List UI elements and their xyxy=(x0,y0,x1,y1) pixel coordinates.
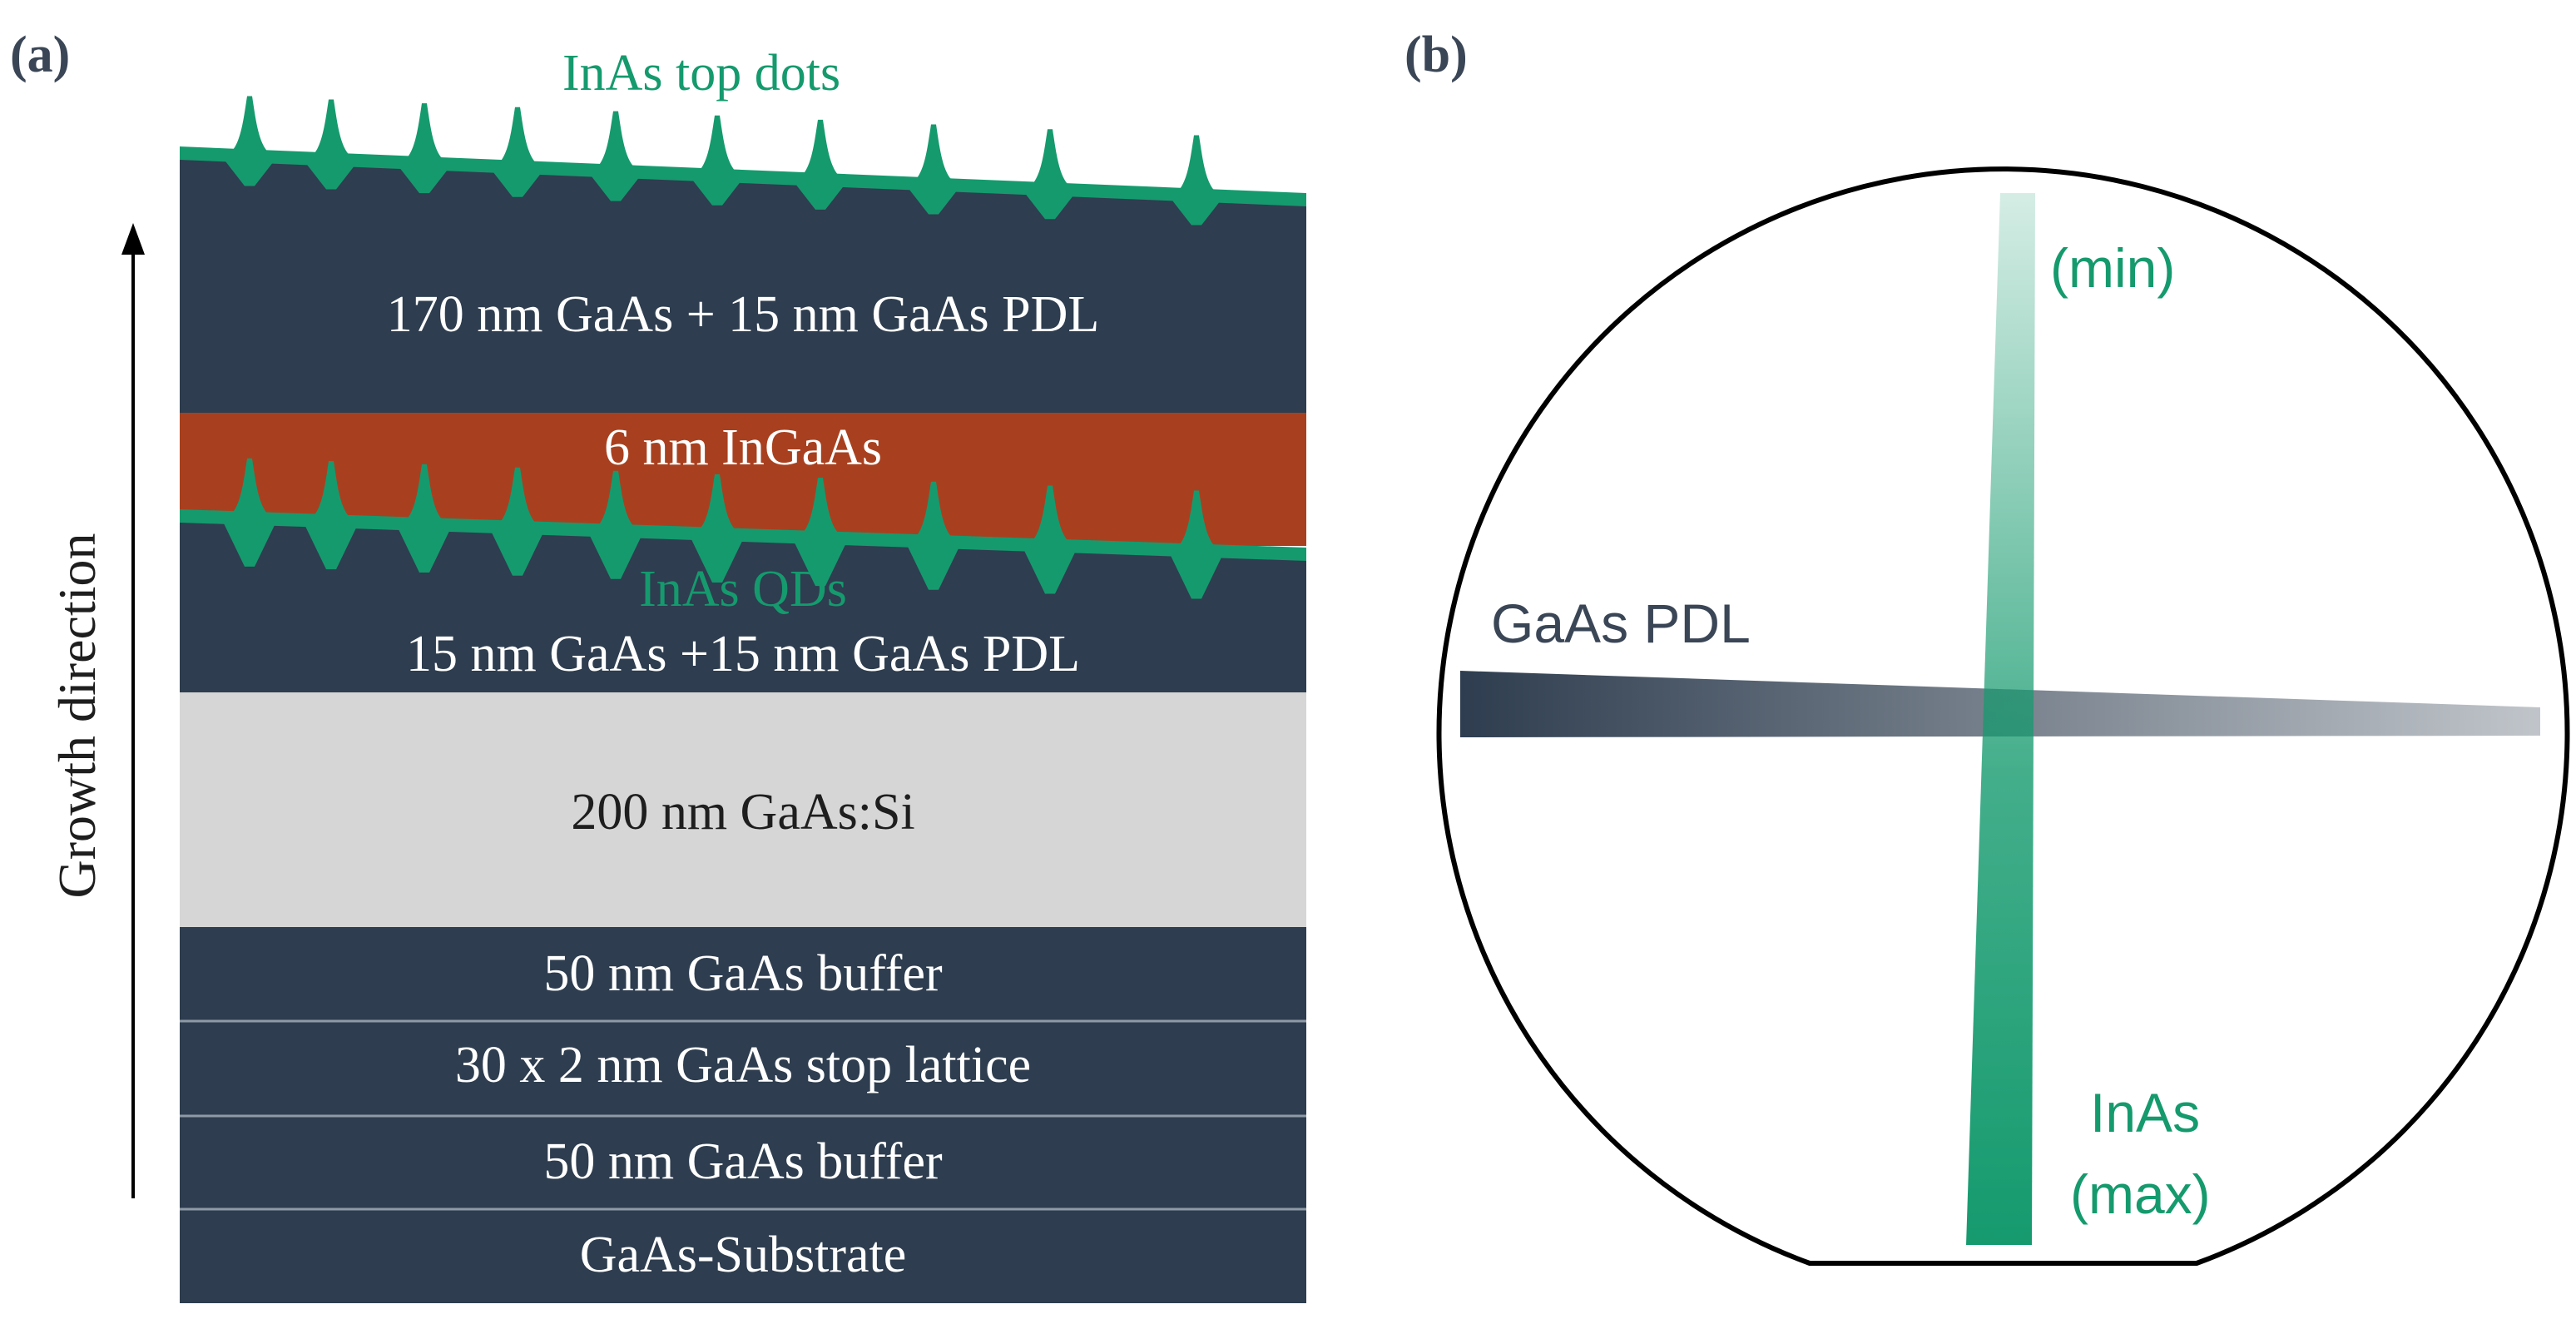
layer-stop-lattice xyxy=(180,1022,1306,1115)
wafer-outline xyxy=(1436,166,2570,1266)
layer-substrate xyxy=(180,1210,1306,1303)
qd-dot-9 xyxy=(1022,485,1078,594)
top-dot-5 xyxy=(587,111,644,201)
label-spacer: 15 nm GaAs +15 nm GaAs PDL xyxy=(406,626,1080,682)
top-dot-3 xyxy=(396,103,453,194)
inas-gradient-bar xyxy=(1966,193,2035,1245)
label-top-gaas: 170 nm GaAs + 15 nm GaAs PDL xyxy=(387,286,1099,343)
top-dots-label: InAs top dots xyxy=(562,45,840,102)
growth-arrow-head xyxy=(121,223,145,255)
qd-dot-7 xyxy=(792,478,849,587)
qd-dot-4 xyxy=(489,467,546,576)
inas-max-label-line1: InAs xyxy=(2090,1082,2200,1143)
label-substrate: GaAs-Substrate xyxy=(580,1227,907,1283)
top-dot-8 xyxy=(905,124,962,215)
top-dot-4 xyxy=(489,107,546,197)
qd-dot-8 xyxy=(905,481,962,590)
qd-dot-5 xyxy=(587,470,644,579)
inas-max-label-line2: (max) xyxy=(2070,1163,2211,1225)
qd-dot-6 xyxy=(689,474,746,583)
panel-b-label: (b) xyxy=(1404,27,1468,83)
qd-dot-10 xyxy=(1168,490,1225,599)
gaas-pdl-label: GaAs PDL xyxy=(1491,593,1751,654)
layer-top-gaas xyxy=(180,151,1306,413)
growth-direction-label: Growth direction xyxy=(47,533,107,899)
label-buffer-lower: 50 nm GaAs buffer xyxy=(543,1133,943,1190)
qd-dot-2 xyxy=(303,461,359,570)
growth-direction-arrow xyxy=(121,223,145,1198)
top-dot-1 xyxy=(221,96,278,186)
top-dot-10 xyxy=(1168,135,1225,226)
layer-dividers xyxy=(180,1019,1306,1211)
top-dot-9 xyxy=(1022,129,1078,220)
label-doped: 200 nm GaAs:Si xyxy=(571,784,914,841)
top-dot-6 xyxy=(689,115,746,206)
top-dot-7 xyxy=(792,119,849,210)
inas-qd-layer xyxy=(180,458,1306,599)
layer-doped-gaas-si xyxy=(180,692,1306,927)
top-dot-2 xyxy=(303,99,359,190)
layer-buffer-lower xyxy=(180,1117,1306,1208)
inas-min-label: (min) xyxy=(2050,237,2175,299)
qd-dot-3 xyxy=(396,464,453,573)
layer-spacer-gaas xyxy=(180,514,1306,692)
panel-a-label: (a) xyxy=(10,27,70,83)
label-ingaas: 6 nm InGaAs xyxy=(604,419,882,476)
layer-buffer-upper xyxy=(180,927,1306,1020)
label-stop-lattice: 30 x 2 nm GaAs stop lattice xyxy=(455,1037,1031,1093)
label-buffer-upper: 50 nm GaAs buffer xyxy=(543,945,943,1002)
panel-b: (b) GaAs PDL (min) InAs (max) xyxy=(1404,27,2570,1266)
qd-dot-1 xyxy=(221,458,278,567)
panel-a: (a) InAs top dots 170 nm GaAs + 15 nm Ga… xyxy=(10,27,1306,1303)
qd-dot-group xyxy=(221,458,1225,599)
label-qds: InAs QDs xyxy=(639,561,847,617)
top-dot-group xyxy=(221,96,1225,226)
inas-top-dots xyxy=(180,96,1306,226)
